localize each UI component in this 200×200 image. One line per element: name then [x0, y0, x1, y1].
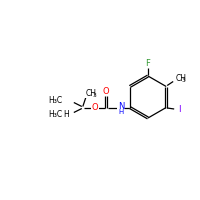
- Text: O: O: [103, 87, 109, 96]
- Text: I: I: [178, 105, 180, 114]
- Text: N: N: [118, 102, 124, 111]
- Text: H₃C: H₃C: [49, 96, 63, 105]
- Text: 3: 3: [92, 93, 96, 98]
- Text: F: F: [146, 58, 150, 68]
- Text: CH: CH: [86, 89, 97, 98]
- Text: H: H: [63, 110, 69, 119]
- Text: 3: 3: [181, 78, 185, 83]
- Text: O: O: [92, 103, 98, 112]
- Text: CH: CH: [175, 74, 186, 83]
- Text: H: H: [118, 108, 123, 114]
- Text: H₃C: H₃C: [49, 110, 63, 119]
